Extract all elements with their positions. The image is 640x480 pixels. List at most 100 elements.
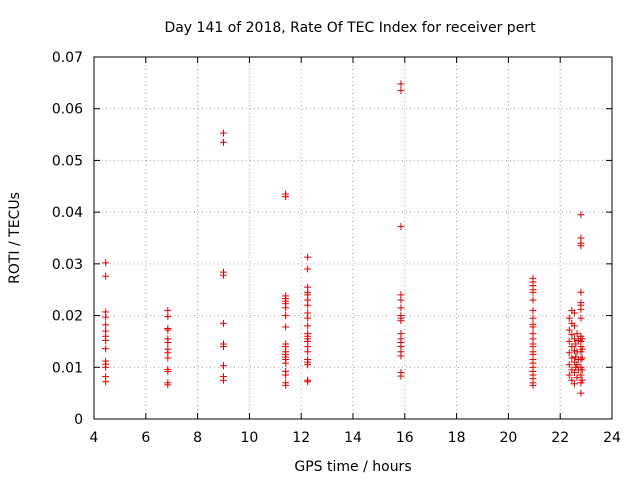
data-point bbox=[529, 296, 537, 304]
data-point bbox=[282, 381, 290, 389]
data-point bbox=[397, 87, 405, 95]
data-point bbox=[565, 326, 573, 334]
data-point bbox=[102, 363, 110, 371]
data-point bbox=[220, 319, 227, 327]
data-point bbox=[304, 253, 312, 261]
data-point bbox=[570, 309, 578, 317]
axis-ticks: 4 6 8 10 12 14 16 18 20 22 24 0 0.01 0.02 0.03 0.04 0.05… bbox=[52, 50, 621, 446]
data-point bbox=[282, 371, 290, 379]
data-point bbox=[577, 211, 585, 219]
data-point bbox=[282, 323, 290, 331]
data-point bbox=[397, 296, 405, 304]
data-point bbox=[282, 304, 290, 312]
data-point bbox=[220, 376, 227, 384]
data-points bbox=[102, 80, 586, 397]
data-point bbox=[164, 326, 172, 334]
x-tick-label: 24 bbox=[603, 430, 621, 446]
data-point bbox=[282, 193, 290, 201]
y-tick-label: 0.02 bbox=[52, 309, 83, 325]
data-point bbox=[568, 354, 576, 362]
data-point bbox=[397, 317, 405, 325]
data-point bbox=[220, 343, 227, 351]
data-point bbox=[397, 304, 405, 312]
x-tick-label: 16 bbox=[396, 430, 414, 446]
data-point bbox=[164, 313, 172, 321]
data-point bbox=[164, 306, 172, 314]
data-point bbox=[573, 330, 581, 338]
x-tick-label: 18 bbox=[448, 430, 466, 446]
data-point bbox=[164, 381, 172, 389]
data-point bbox=[568, 343, 576, 351]
grid-lines bbox=[94, 57, 612, 419]
data-point bbox=[304, 348, 312, 356]
data-point bbox=[220, 271, 227, 279]
data-point bbox=[397, 80, 405, 88]
y-tick-label: 0.03 bbox=[52, 257, 83, 273]
data-point bbox=[529, 314, 537, 322]
data-point bbox=[577, 371, 585, 379]
data-point bbox=[102, 259, 110, 267]
data-point bbox=[565, 337, 573, 345]
x-tick-label: 4 bbox=[90, 430, 99, 446]
data-point bbox=[573, 374, 581, 382]
x-tick-label: 14 bbox=[344, 430, 362, 446]
data-point bbox=[565, 371, 573, 379]
x-tick-label: 10 bbox=[240, 430, 258, 446]
data-point bbox=[529, 306, 537, 314]
data-point bbox=[568, 331, 576, 339]
data-point bbox=[304, 378, 312, 386]
data-point bbox=[164, 338, 172, 346]
y-tick-label: 0.01 bbox=[52, 360, 83, 376]
x-tick-label: 20 bbox=[499, 430, 517, 446]
data-point bbox=[529, 288, 537, 296]
data-point bbox=[572, 340, 580, 348]
data-point bbox=[578, 335, 586, 343]
data-point bbox=[282, 312, 290, 320]
data-point bbox=[304, 265, 312, 273]
data-point bbox=[570, 322, 578, 330]
y-axis-label: ROTI / TECUs bbox=[7, 192, 23, 284]
x-tick-label: 6 bbox=[141, 430, 150, 446]
data-point bbox=[578, 376, 586, 384]
data-point bbox=[102, 321, 110, 329]
data-point bbox=[220, 138, 227, 146]
data-point bbox=[102, 345, 110, 353]
data-point bbox=[304, 322, 312, 330]
data-point bbox=[565, 314, 573, 322]
data-point bbox=[164, 354, 172, 362]
data-point bbox=[102, 336, 110, 344]
data-point bbox=[529, 323, 537, 331]
data-point bbox=[565, 349, 573, 357]
data-point bbox=[565, 361, 573, 369]
data-point bbox=[529, 381, 537, 389]
data-point bbox=[102, 378, 110, 386]
data-point bbox=[397, 223, 405, 231]
data-point bbox=[570, 368, 578, 376]
data-point bbox=[568, 376, 576, 384]
data-point bbox=[578, 366, 586, 374]
data-point bbox=[102, 272, 110, 280]
data-point bbox=[578, 345, 586, 353]
data-point bbox=[397, 372, 405, 380]
data-point bbox=[220, 362, 227, 370]
y-tick-label: 0.05 bbox=[52, 153, 83, 169]
data-point bbox=[220, 129, 227, 137]
data-point bbox=[577, 288, 585, 296]
data-point bbox=[304, 361, 312, 369]
x-tick-label: 12 bbox=[292, 430, 310, 446]
data-point bbox=[577, 305, 585, 313]
data-point bbox=[304, 301, 312, 309]
y-tick-label: 0 bbox=[74, 412, 83, 428]
y-tick-label: 0.07 bbox=[52, 50, 83, 66]
y-tick-label: 0.06 bbox=[52, 102, 83, 118]
data-point bbox=[578, 354, 586, 362]
x-axis-label: GPS time / hours bbox=[294, 459, 411, 475]
data-point bbox=[102, 313, 110, 321]
data-point bbox=[164, 367, 172, 375]
data-point bbox=[577, 389, 585, 397]
y-tick-label: 0.04 bbox=[52, 205, 83, 221]
data-point bbox=[570, 380, 578, 388]
chart-title: Day 141 of 2018, Rate Of TEC Index for r… bbox=[164, 20, 536, 36]
data-point bbox=[282, 359, 290, 367]
